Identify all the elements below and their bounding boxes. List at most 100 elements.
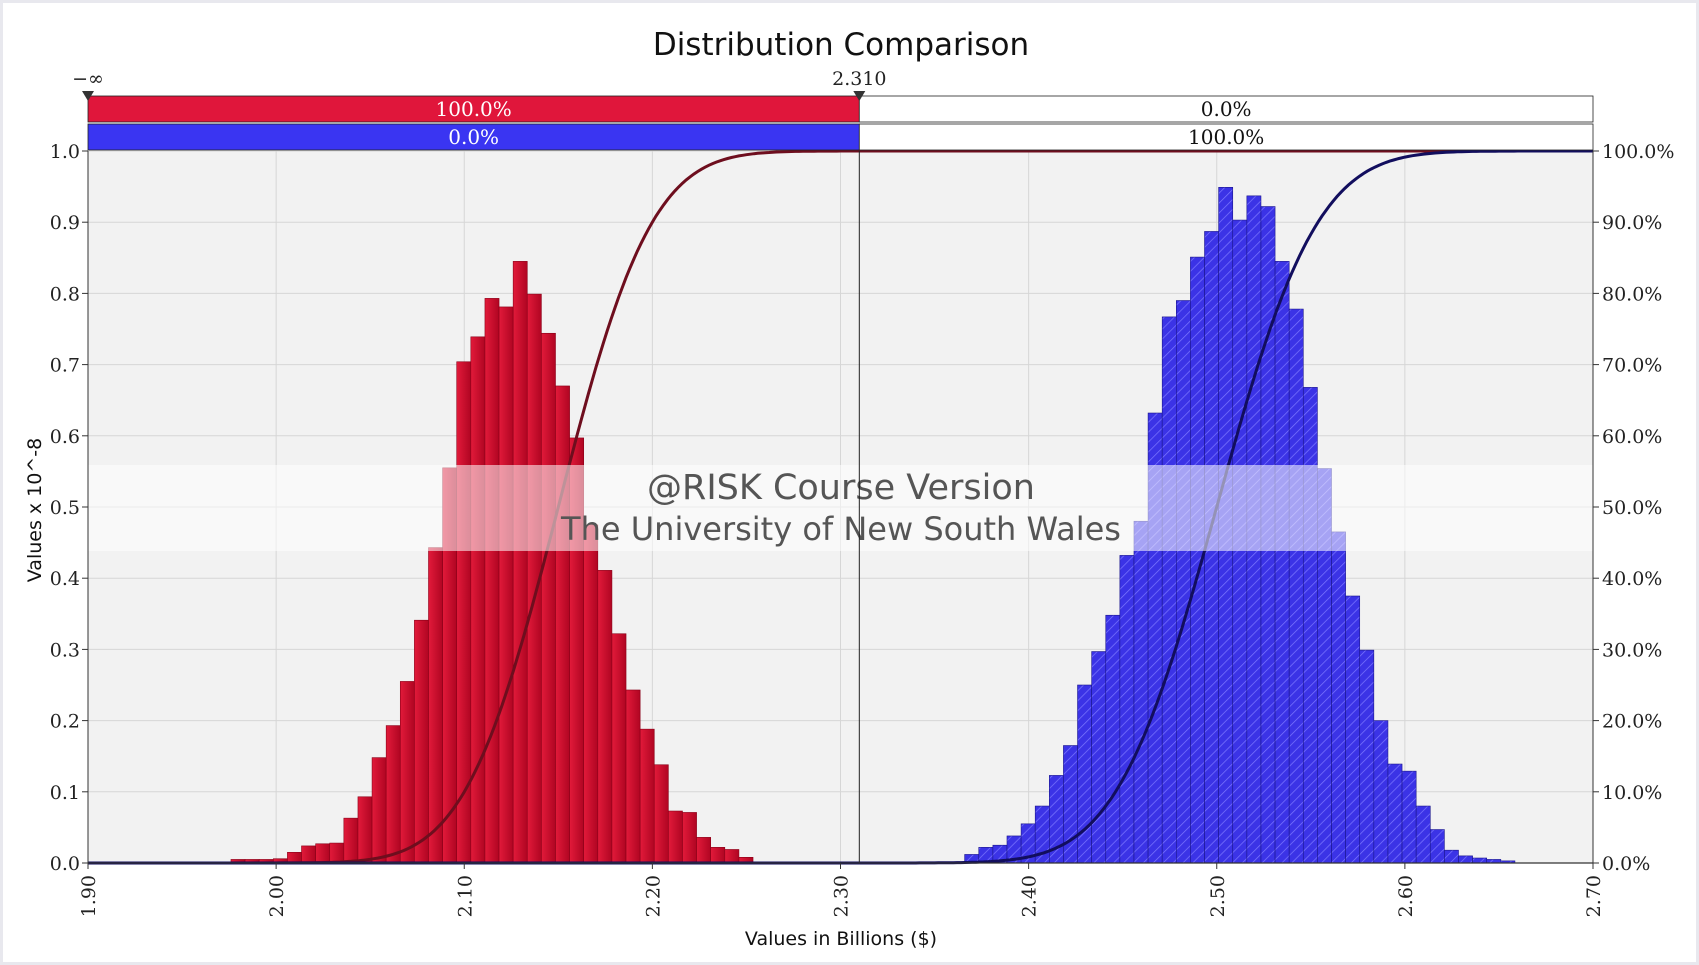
histogram-bar [597,570,613,864]
delimiter-row-right [858,123,1594,151]
histogram-bar [1077,684,1092,864]
histogram-bar [724,849,740,864]
histogram-bar [1387,763,1403,864]
x-tick-label: 2.10 [454,875,476,917]
delimiter-right-percent: 0.0% [1201,97,1252,121]
delimiter-bars[interactable]: 100.0% 0.0% 0.0% 100.0% −∞ 2.310 [72,68,1594,863]
delimiter-row-left [87,123,860,151]
histogram-bar [1274,261,1290,864]
y2-tick-label: 20.0% [1602,711,1662,733]
x-axis-label: Values in Billions ($) [745,928,937,950]
histogram-bar [371,757,387,864]
y2-tick-label: 10.0% [1602,782,1662,804]
y-tick-label: 0.4 [50,568,80,590]
histogram-bar [668,810,683,864]
x-tick-label: 2.40 [1019,875,1041,917]
histogram-bar [301,845,316,864]
x-tick-label: 2.50 [1207,875,1229,917]
histogram-bar [1119,555,1135,864]
x-tick-label: 2.30 [831,875,853,917]
y-tick-label: 0.6 [50,426,80,448]
y-tick-label: 0.5 [50,497,80,519]
histogram-bar [1331,531,1346,864]
histogram-bar [555,385,570,864]
watermark-line-1: @RISK Course Version [647,468,1035,508]
histogram-bar [1133,520,1149,864]
y-tick-label: 0.9 [50,212,80,234]
y2-tick-label: 50.0% [1602,497,1662,519]
histogram-bar [498,306,514,864]
histogram-bar [414,619,429,864]
histogram-bar [329,842,345,864]
histogram-bar [1359,649,1375,864]
delimiter-row-left [87,95,860,123]
histogram-bar [1288,308,1304,864]
histogram-bar [710,847,726,864]
watermark: @RISK Course Version The University of N… [88,465,1593,551]
y-tick-label: 0.1 [50,782,80,804]
y2-tick-label: 70.0% [1602,355,1662,377]
y2-tick-label: 100.0% [1602,141,1674,163]
histogram-bar [1345,595,1361,864]
delimiter-left-percent: 100.0% [436,97,512,121]
watermark-line-2: The University of New South Wales [560,510,1121,548]
histogram-bar [1415,805,1431,864]
y2-tick-label: 90.0% [1602,212,1662,234]
histogram-bar [1176,300,1191,864]
histogram-bar [512,261,528,864]
histogram-bar [456,361,472,864]
histogram-bar [583,524,599,864]
y-tick-label: 0.0 [50,853,80,875]
histogram-bar [399,681,415,864]
axes: 1.90 2.00 2.10 2.20 2.30 2.40 2.50 2.60 2.70 0.0 0… [50,141,1675,917]
histogram-bar [696,837,711,864]
histogram-bar [484,298,500,864]
y-tick-label: 0.7 [50,355,80,377]
y-axis-label: Values x 10^-8 [24,438,46,582]
watermark-band [88,465,1593,551]
histogram-bar [1458,855,1473,864]
histogram-bar [385,725,401,864]
histogram-bar [1063,745,1078,864]
delimiter-marker-icon [853,91,866,101]
histogram-bar [428,547,443,864]
y2-tick-label: 60.0% [1602,426,1662,448]
y-tick-label: 0.3 [50,639,80,661]
y-tick-label: 0.2 [50,711,80,733]
chart-title: Distribution Comparison [653,27,1029,63]
distribution-comparison-chart: Distribution Comparison @RISK Course Ver… [24,27,1675,950]
histogram-bar [343,817,359,864]
histogram-bar [315,843,331,864]
y2-tick-label: 40.0% [1602,568,1662,590]
histogram-bar [357,796,373,864]
y2-tick-label: 30.0% [1602,639,1662,661]
x-tick-label: 1.90 [78,875,100,917]
histogram-bar [1302,387,1318,864]
x-tick-label: 2.20 [642,875,664,917]
y2-tick-label: 0.0% [1602,853,1650,875]
histogram-bar [1429,829,1445,864]
y-tick-label: 0.8 [50,283,80,305]
x-tick-label: 2.00 [266,875,288,917]
histogram-bar [1373,720,1389,864]
delimiter-left-label: −∞ [72,68,104,90]
histogram-bar [611,633,627,864]
histogram-bar [1091,651,1107,864]
histogram-bar [639,728,655,864]
histogram-bar [1161,316,1177,864]
x-tick-label: 2.60 [1395,875,1417,917]
histogram-bar [1472,857,1488,864]
histogram-bar [1401,770,1417,864]
y-tick-label: 1.0 [50,141,80,163]
x-tick-label: 2.70 [1583,875,1605,917]
histogram-bar [541,332,556,864]
histogram-bar [682,812,697,864]
delimiter-right-label: 2.310 [832,68,886,90]
histogram-bar [1444,849,1459,864]
histogram-bar [653,764,669,864]
histogram-bar [625,689,641,864]
delimiter-marker-icon [82,91,94,101]
histogram-bar [1105,614,1121,864]
delimiter-left-percent: 0.0% [448,125,499,149]
